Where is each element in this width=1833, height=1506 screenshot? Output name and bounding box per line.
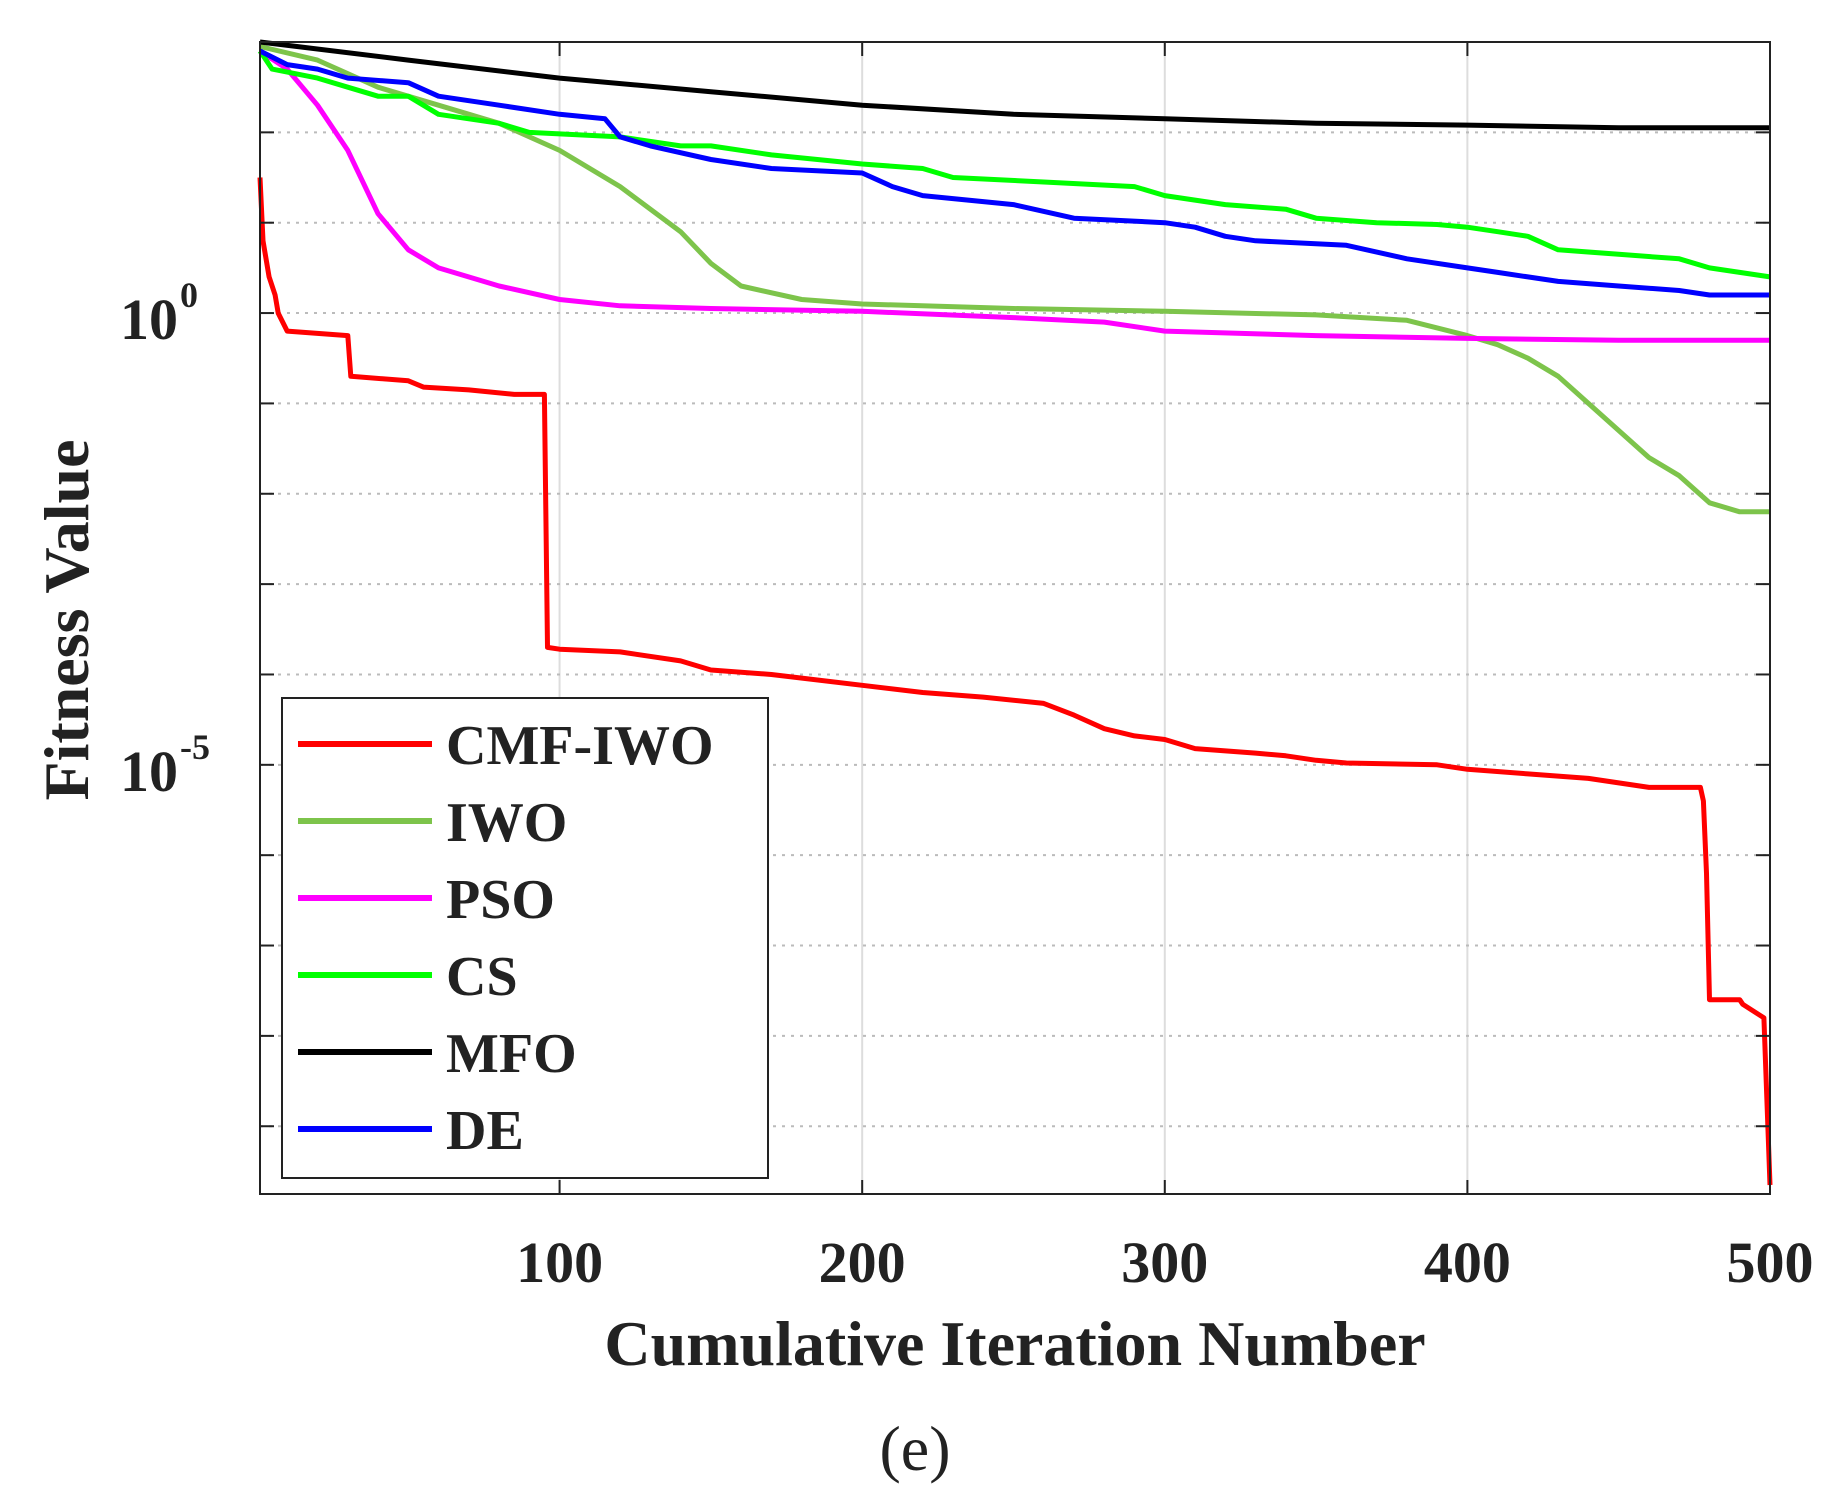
series-line-cmf-iwo bbox=[257, 177, 1773, 1186]
plot-border bbox=[259, 41, 1771, 1195]
y-tick-exponent: 0 bbox=[180, 275, 198, 315]
data-series bbox=[257, 39, 1773, 1186]
legend-label-de: DE bbox=[446, 1100, 524, 1162]
series-line-iwo bbox=[259, 44, 1770, 515]
x-tick-label: 200 bbox=[819, 1230, 906, 1295]
series-line-cs bbox=[257, 49, 1771, 280]
x-tick-label: 100 bbox=[516, 1230, 603, 1295]
legend-label-pso: PSO bbox=[446, 869, 555, 931]
y-axis-label: Fitness Value bbox=[31, 440, 102, 801]
x-tick-label: 400 bbox=[1424, 1230, 1511, 1295]
x-tick-label: 300 bbox=[1121, 1230, 1208, 1295]
x-axis-label: Cumulative Iteration Number bbox=[604, 1308, 1425, 1379]
legend-box bbox=[281, 697, 769, 1179]
y-tick-label: 10 bbox=[120, 287, 178, 352]
y-tick-exponent: -5 bbox=[180, 727, 210, 767]
legend-label-cmf-iwo: CMF-IWO bbox=[446, 715, 714, 777]
figure-caption: (e) bbox=[879, 1413, 950, 1484]
x-tick-label: 500 bbox=[1727, 1230, 1814, 1295]
series-line-de bbox=[258, 48, 1770, 298]
series-line-pso bbox=[258, 48, 1770, 343]
legend-label-iwo: IWO bbox=[446, 792, 567, 854]
legend-label-cs: CS bbox=[446, 946, 518, 1008]
legend-items: CMF-IWO IWO PSO CS MFO DE bbox=[298, 715, 714, 1162]
series-line-mfo bbox=[259, 39, 1770, 131]
legend-label-mfo: MFO bbox=[446, 1023, 577, 1085]
y-tick-label: 10 bbox=[120, 739, 178, 804]
legend: CMF-IWO IWO PSO CS MFO DE bbox=[281, 697, 769, 1179]
